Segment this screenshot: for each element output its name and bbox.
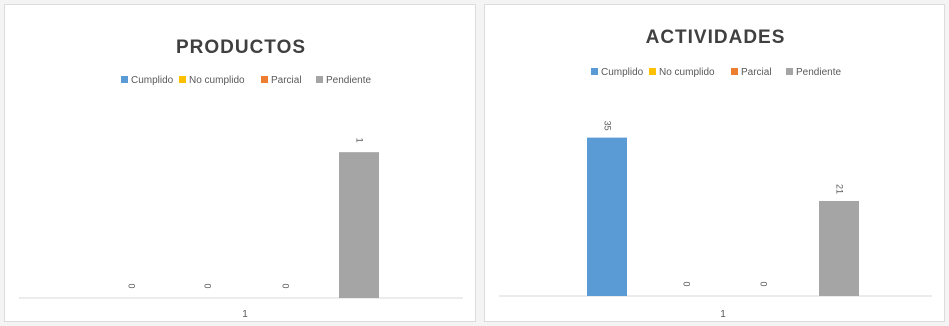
legend-label-3: Pendiente (796, 67, 841, 78)
legend-label-1: No cumplido (659, 67, 715, 78)
bar-pendiente (819, 200, 859, 296)
x-tick-label: 1 (242, 309, 248, 320)
legend-label-0: Cumplido (131, 75, 174, 86)
legend-swatch-2 (261, 76, 268, 83)
data-label-3: 1 (355, 138, 365, 143)
actividades-chart-panel: ACTIVIDADES Cumplido No cumplido Parcial Pen… (484, 4, 945, 322)
legend-swatch-0 (591, 68, 598, 75)
legend-label-1: No cumplido (189, 75, 245, 86)
legend-swatch-3 (316, 76, 323, 83)
productos-chart-panel: PRODUCTOS Cumplido No cumplido Parcial Pendi… (4, 4, 476, 322)
legend-swatch-1 (179, 76, 186, 83)
legend-swatch-1 (649, 68, 656, 75)
x-tick-label: 1 (720, 309, 726, 320)
productos-chart: PRODUCTOS Cumplido No cumplido Parcial Pendi… (19, 37, 463, 320)
legend-label-2: Parcial (741, 67, 772, 78)
data-label-1: 0 (682, 281, 692, 286)
bar-cumplido (587, 137, 627, 296)
actividades-chart-title: ACTIVIDADES (646, 27, 786, 48)
data-label-1: 0 (203, 283, 213, 288)
data-label-0: 35 (603, 121, 613, 131)
bar-pendiente (339, 152, 379, 298)
legend-label-2: Parcial (271, 75, 302, 86)
legend-swatch-3 (786, 68, 793, 75)
legend-swatch-0 (121, 76, 128, 83)
data-label-0: 0 (127, 283, 137, 288)
data-label-2: 0 (281, 283, 291, 288)
actividades-chart: ACTIVIDADES Cumplido No cumplido Parcial Pen… (499, 27, 932, 320)
legend-swatch-2 (731, 68, 738, 75)
data-label-2: 0 (759, 281, 769, 286)
legend-label-0: Cumplido (601, 67, 644, 78)
data-label-3: 21 (835, 184, 845, 194)
legend-label-3: Pendiente (326, 75, 371, 86)
productos-chart-title: PRODUCTOS (176, 37, 306, 58)
